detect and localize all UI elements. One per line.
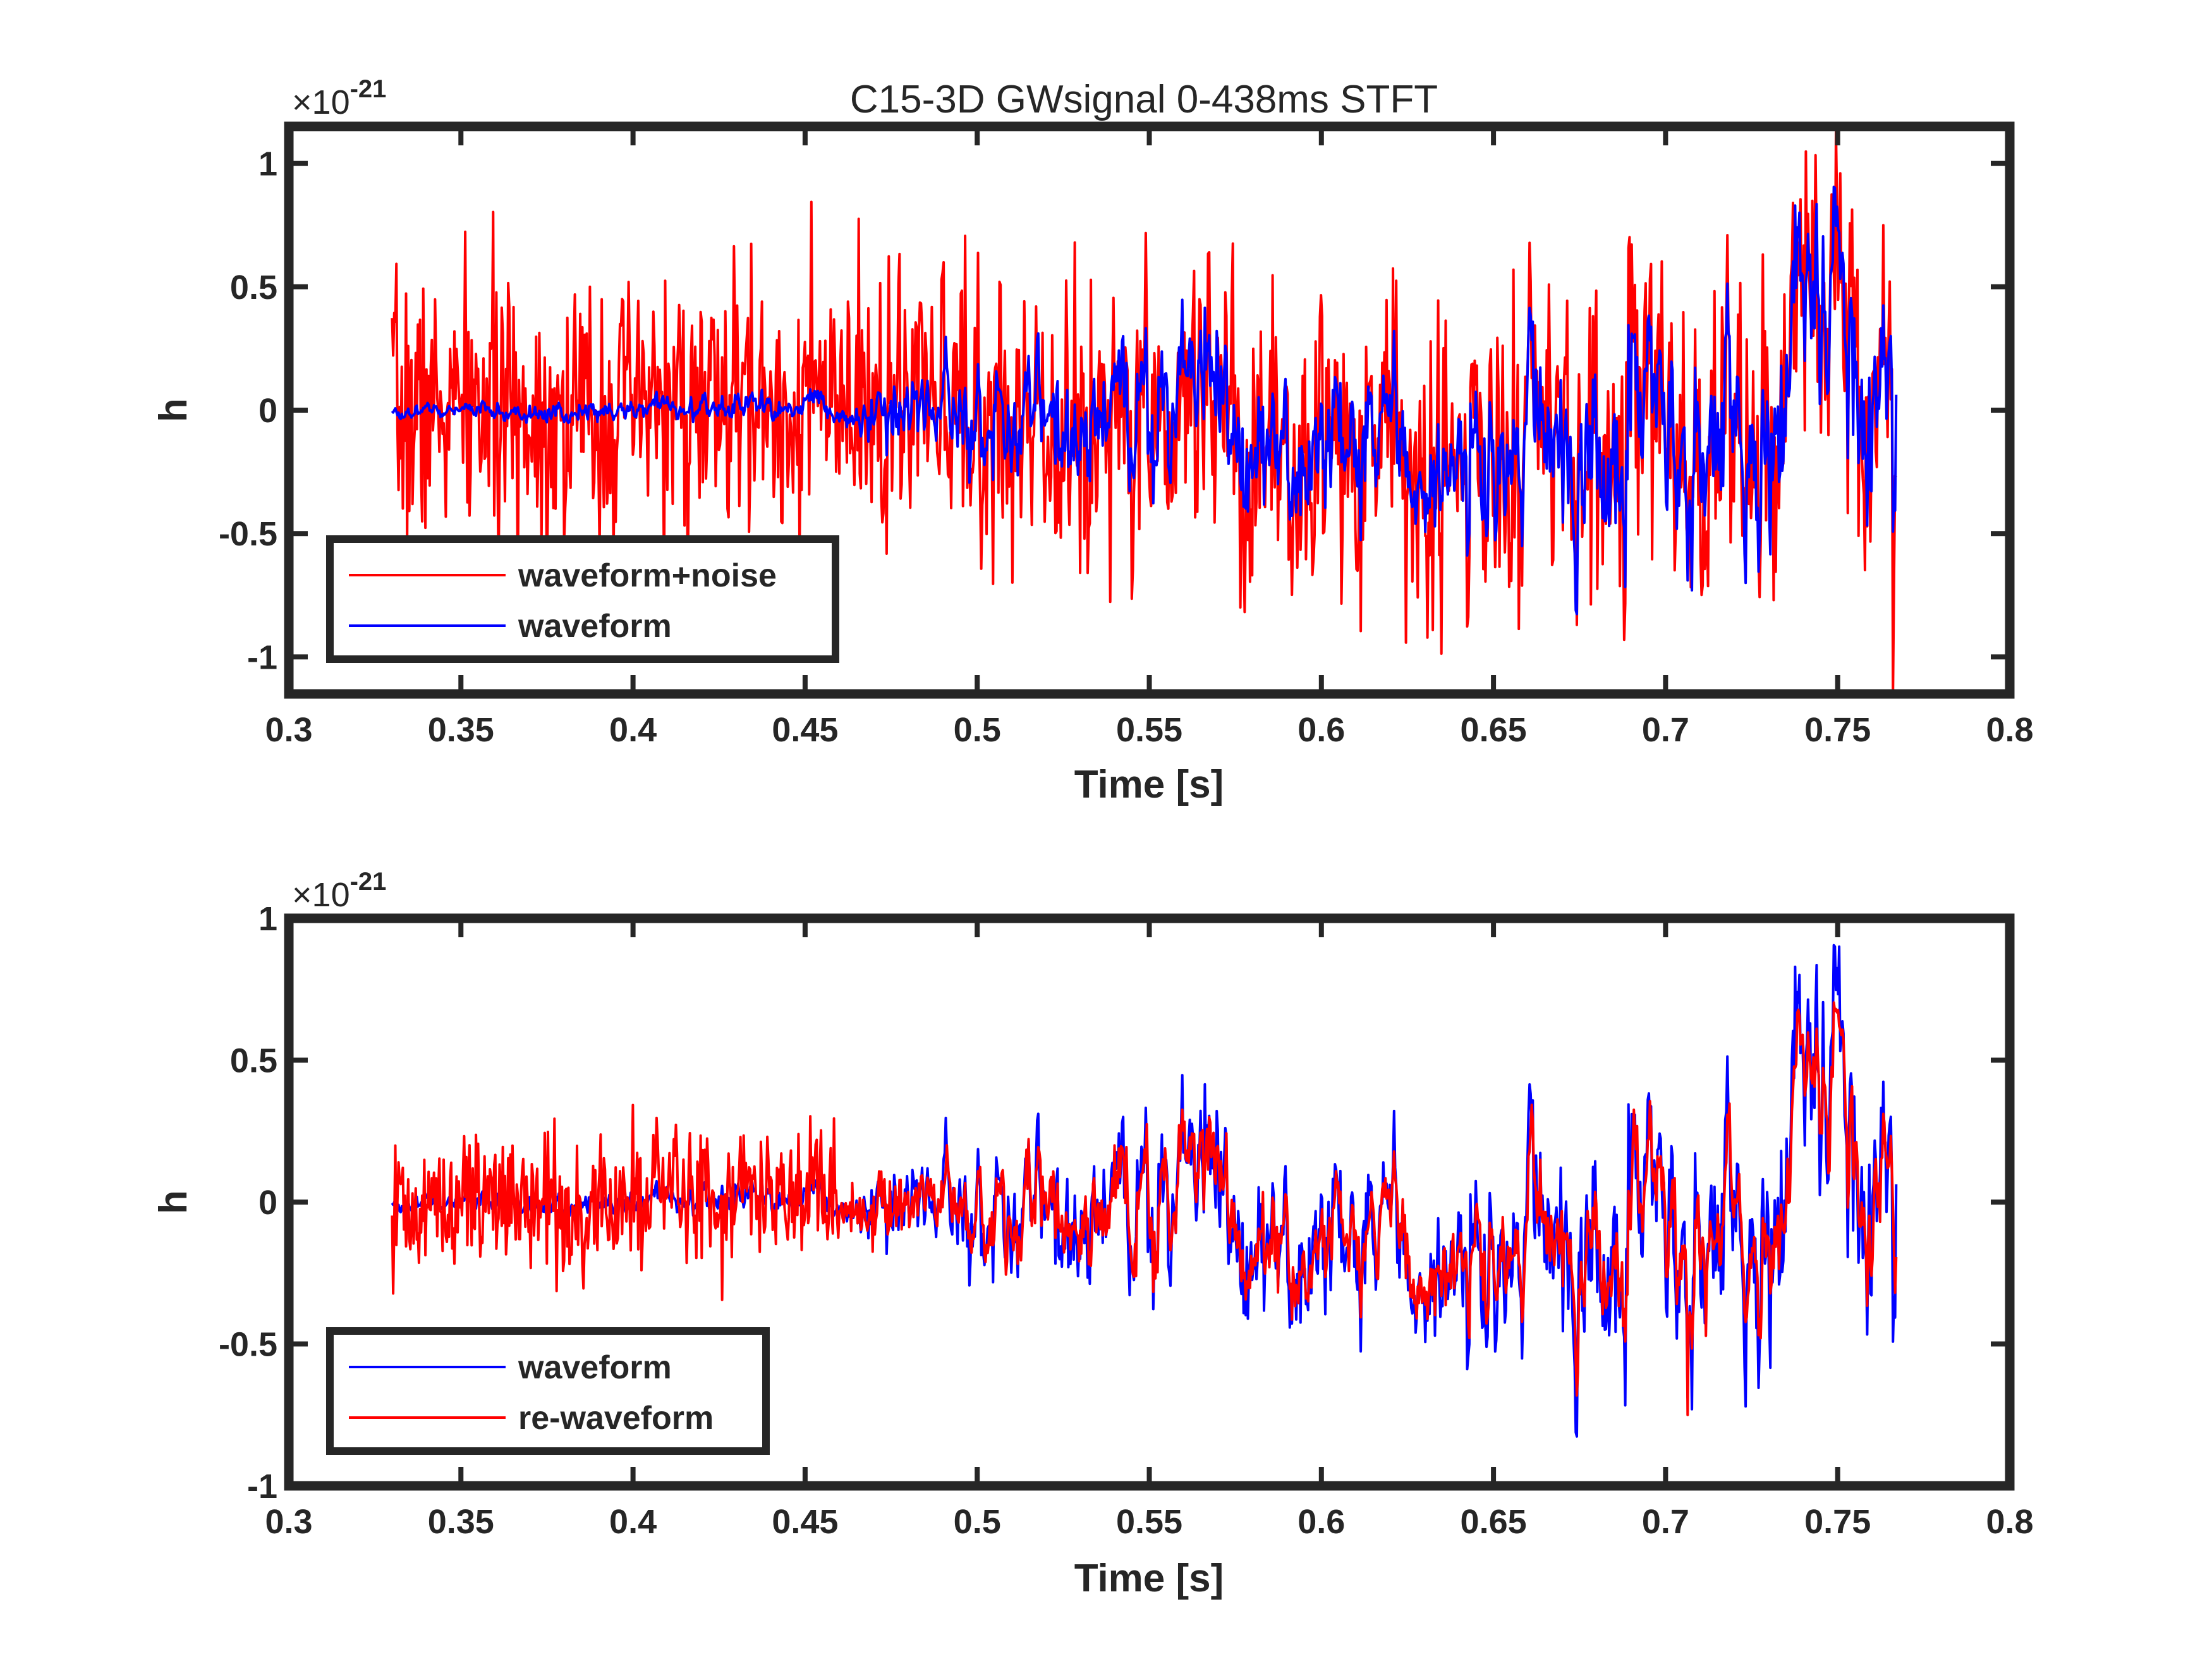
y-tick-label: -1 (247, 1468, 277, 1505)
y-tick-label: -0.5 (219, 515, 277, 553)
x-tick-label: 0.8 (1986, 711, 2033, 749)
y-exponent-prefix: ×10 (292, 83, 350, 121)
y-tick-label: 0.5 (230, 269, 277, 307)
x-tick-label: 0.55 (1116, 711, 1182, 749)
x-tick-label: 0.35 (428, 711, 494, 749)
legend-box (326, 535, 839, 663)
figure-title: C15-3D GWsignal 0-438ms STFT (850, 78, 1438, 121)
y-tick-label: 0 (258, 392, 277, 430)
plot-area (391, 130, 1898, 694)
y-tick-label: 0.5 (230, 1042, 277, 1080)
subplot-top: 0.3 0.35 0.4 0.45 0.5 0.55 0.6 0.65 0.7 0.75 0.8 -… (152, 75, 2034, 806)
y-tick-label: -0.5 (219, 1326, 277, 1364)
legend-box (326, 1327, 770, 1455)
x-tick-label: 0.55 (1116, 1503, 1182, 1541)
x-tick-label: 0.45 (772, 711, 838, 749)
x-tick-label: 0.7 (1642, 711, 1689, 749)
x-axis: 0.3 0.35 0.4 0.45 0.5 0.55 0.6 0.65 0.7 0.75 0.8 (265, 126, 2034, 749)
x-tick-label: 0.3 (265, 1503, 312, 1541)
x-tick-label: 0.3 (265, 711, 312, 749)
x-tick-label: 0.5 (954, 711, 1001, 749)
y-exponent-label: ×10-21 (292, 868, 386, 914)
x-tick-label: 0.65 (1461, 711, 1527, 749)
plot-area (391, 944, 1898, 1438)
y-exponent-power: -21 (350, 75, 387, 103)
y-exponent-prefix: ×10 (292, 876, 350, 914)
x-tick-label: 0.6 (1297, 1503, 1345, 1541)
x-tick-label: 0.65 (1461, 1503, 1527, 1541)
x-tick-label: 0.35 (428, 1503, 494, 1541)
y-tick-label: 0 (258, 1184, 277, 1222)
legend-label-waveform: waveform (518, 608, 672, 645)
x-tick-label: 0.6 (1297, 711, 1345, 749)
x-axis: 0.3 0.35 0.4 0.45 0.5 0.55 0.6 0.65 0.7 0.75 0.8 (265, 918, 2034, 1541)
y-axis: -1 -0.5 0 0.5 1 (219, 145, 2010, 676)
y-tick-label: -1 (247, 638, 277, 676)
x-tick-label: 0.4 (609, 711, 657, 749)
y-axis-label: h (152, 398, 195, 422)
legend-label-re-waveform: re-waveform (518, 1400, 714, 1437)
series-line-re-waveform (391, 1001, 1898, 1416)
legend-label-waveform: waveform (518, 1349, 672, 1386)
x-axis-label: Time [s] (1074, 763, 1224, 806)
y-exponent-label: ×10-21 (292, 75, 386, 121)
x-tick-label: 0.8 (1986, 1503, 2033, 1541)
y-axis: -1 -0.5 0 0.5 1 (219, 900, 2010, 1505)
x-axis-label: Time [s] (1074, 1557, 1224, 1600)
x-tick-label: 0.4 (609, 1503, 657, 1541)
legend-label-waveform-noise: waveform+noise (518, 557, 777, 594)
x-tick-label: 0.75 (1804, 711, 1871, 749)
legend: waveform re-waveform (326, 1327, 770, 1455)
x-tick-label: 0.45 (772, 1503, 838, 1541)
x-tick-label: 0.75 (1804, 1503, 1871, 1541)
y-tick-label: 1 (258, 900, 277, 938)
y-tick-label: 1 (258, 145, 277, 183)
x-tick-label: 0.5 (954, 1503, 1001, 1541)
y-exponent-power: -21 (350, 868, 387, 896)
series-line-waveform (391, 185, 1898, 616)
x-tick-label: 0.7 (1642, 1503, 1689, 1541)
subplot-bottom: 0.3 0.35 0.4 0.45 0.5 0.55 0.6 0.65 0.7 0.75 0.8 -… (152, 868, 2034, 1600)
legend: waveform+noise waveform (326, 535, 839, 663)
y-axis-label: h (152, 1190, 195, 1214)
